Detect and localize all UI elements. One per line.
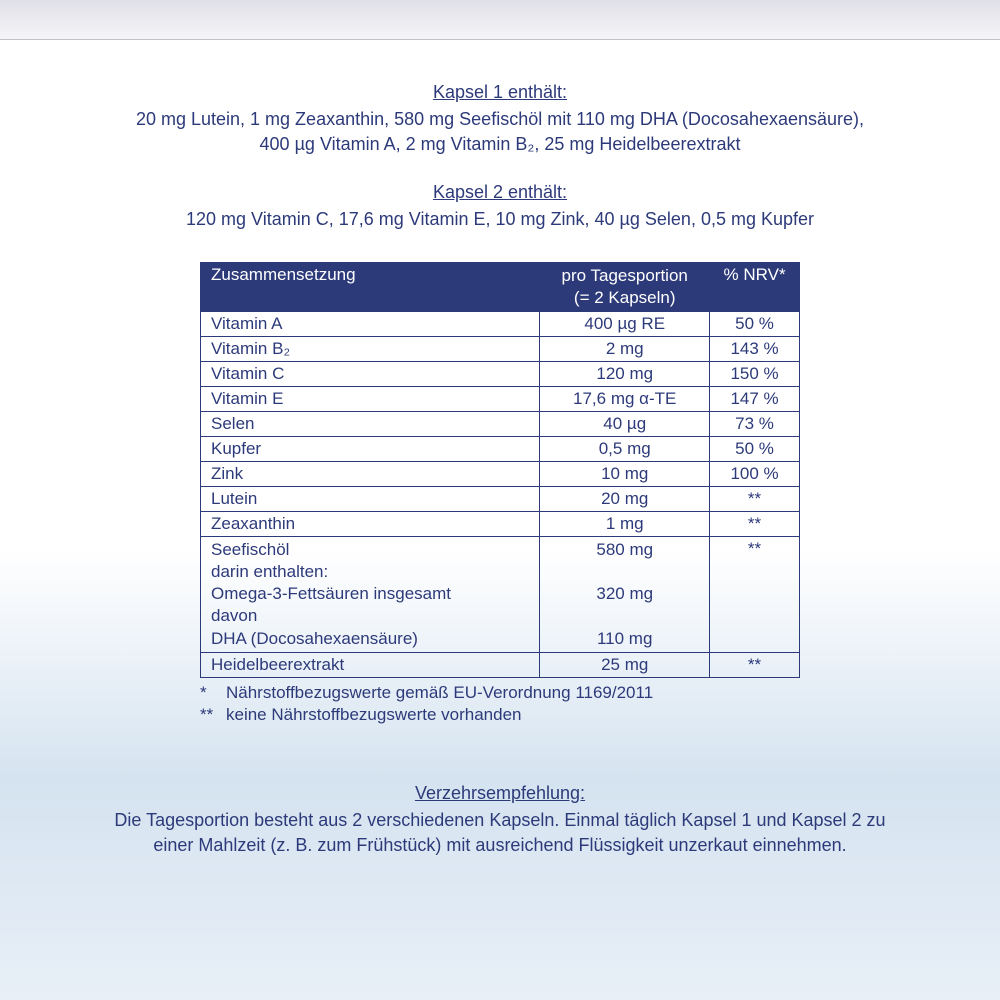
cell-nrv: 50 % bbox=[710, 437, 800, 462]
cell-nrv: 143 % bbox=[710, 337, 800, 362]
cell-nrv: 150 % bbox=[710, 362, 800, 387]
cell-nrv: 50 % bbox=[710, 312, 800, 337]
kapsel2-line1: 120 mg Vitamin C, 17,6 mg Vitamin E, 10 … bbox=[70, 207, 930, 232]
cell-amount: 1 mg bbox=[540, 512, 710, 537]
cell-name: Kupfer bbox=[201, 437, 540, 462]
cell-name: Vitamin A bbox=[201, 312, 540, 337]
cell-amount: 20 mg bbox=[540, 487, 710, 512]
cell-nrv: ** bbox=[710, 512, 800, 537]
cell-amount: 120 mg bbox=[540, 362, 710, 387]
footnote1-star: * bbox=[200, 682, 226, 704]
cell-amount: 10 mg bbox=[540, 462, 710, 487]
table-row: Kupfer0,5 mg50 % bbox=[201, 437, 800, 462]
cell-amount: 2 mg bbox=[540, 337, 710, 362]
cell-name: Selen bbox=[201, 412, 540, 437]
table-row: Vitamin B₂2 mg143 % bbox=[201, 337, 800, 362]
kapsel2-block: Kapsel 2 enthält: 120 mg Vitamin C, 17,6… bbox=[70, 180, 930, 232]
verzehr-line1: Die Tagesportion besteht aus 2 verschied… bbox=[110, 808, 890, 833]
kapsel1-line2: 400 µg Vitamin A, 2 mg Vitamin B₂, 25 mg… bbox=[70, 132, 930, 157]
verzehr-heading: Verzehrsempfehlung: bbox=[110, 781, 890, 806]
table-row: Zink10 mg100 % bbox=[201, 462, 800, 487]
cell-name: Heidelbeerextrakt bbox=[201, 652, 540, 677]
table-header-row: Zusammensetzung pro Tagesportion (= 2 Ka… bbox=[201, 262, 800, 311]
table-row: Zeaxanthin1 mg** bbox=[201, 512, 800, 537]
table-row: Heidelbeerextrakt25 mg** bbox=[201, 652, 800, 677]
verzehr-block: Verzehrsempfehlung: Die Tagesportion bes… bbox=[70, 781, 930, 859]
table-row: Vitamin E17,6 mg α-TE147 % bbox=[201, 387, 800, 412]
main-content: Kapsel 1 enthält: 20 mg Lutein, 1 mg Zea… bbox=[0, 40, 1000, 858]
footnote2-text: keine Nährstoffbezugswerte vorhanden bbox=[226, 704, 521, 726]
cell-nrv: 100 % bbox=[710, 462, 800, 487]
header-nrv: % NRV* bbox=[710, 262, 800, 311]
cell-amount: 17,6 mg α-TE bbox=[540, 387, 710, 412]
kapsel1-line1: 20 mg Lutein, 1 mg Zeaxanthin, 580 mg Se… bbox=[70, 107, 930, 132]
cell-nrv: ** bbox=[710, 487, 800, 512]
header-zusammensetzung: Zusammensetzung bbox=[201, 262, 540, 311]
cell-nrv: 147 % bbox=[710, 387, 800, 412]
table-row: Vitamin A400 µg RE50 % bbox=[201, 312, 800, 337]
cell-amount: 0,5 mg bbox=[540, 437, 710, 462]
cell-name: Zeaxanthin bbox=[201, 512, 540, 537]
verzehr-line2: einer Mahlzeit (z. B. zum Frühstück) mit… bbox=[110, 833, 890, 858]
header-tagesportion: pro Tagesportion (= 2 Kapseln) bbox=[540, 262, 710, 311]
cell-amount: 40 µg bbox=[540, 412, 710, 437]
composition-table-wrap: Zusammensetzung pro Tagesportion (= 2 Ka… bbox=[70, 262, 930, 678]
footnote1-text: Nährstoffbezugswerte gemäß EU-Verordnung… bbox=[226, 682, 653, 704]
table-row: Vitamin C120 mg150 % bbox=[201, 362, 800, 387]
footnotes: * Nährstoffbezugswerte gemäß EU-Verordnu… bbox=[200, 682, 800, 726]
cell-amount: 400 µg RE bbox=[540, 312, 710, 337]
table-row-seefisch: Seefischöldarin enthalten:Omega-3-Fettsä… bbox=[201, 537, 800, 652]
table-row: Lutein20 mg** bbox=[201, 487, 800, 512]
cell-name: Zink bbox=[201, 462, 540, 487]
cell-name: Vitamin B₂ bbox=[201, 337, 540, 362]
cell-name: Vitamin E bbox=[201, 387, 540, 412]
cell-name: Vitamin C bbox=[201, 362, 540, 387]
composition-table: Zusammensetzung pro Tagesportion (= 2 Ka… bbox=[200, 262, 800, 678]
footnote2-star: ** bbox=[200, 704, 226, 726]
cell-nrv: ** bbox=[710, 537, 800, 652]
kapsel1-block: Kapsel 1 enthält: 20 mg Lutein, 1 mg Zea… bbox=[70, 80, 930, 158]
cell-amount: 580 mg320 mg110 mg bbox=[540, 537, 710, 652]
cell-name: Seefischöldarin enthalten:Omega-3-Fettsä… bbox=[201, 537, 540, 652]
kapsel2-heading: Kapsel 2 enthält: bbox=[70, 180, 930, 205]
box-top-edge bbox=[0, 0, 1000, 40]
cell-nrv: ** bbox=[710, 652, 800, 677]
kapsel1-heading: Kapsel 1 enthält: bbox=[70, 80, 930, 105]
table-row: Selen40 µg73 % bbox=[201, 412, 800, 437]
cell-nrv: 73 % bbox=[710, 412, 800, 437]
cell-amount: 25 mg bbox=[540, 652, 710, 677]
cell-name: Lutein bbox=[201, 487, 540, 512]
